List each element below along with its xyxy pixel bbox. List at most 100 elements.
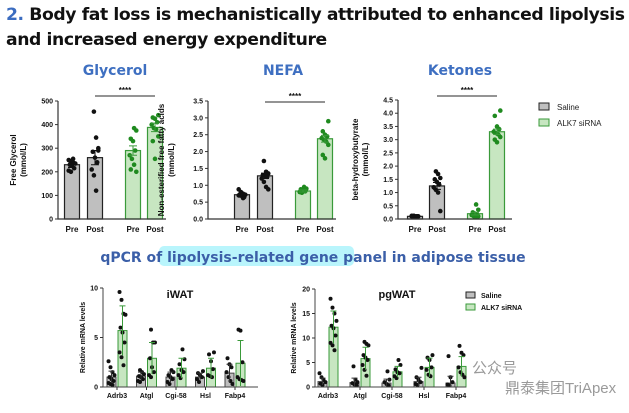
error-bar [119,305,126,356]
y-tick-label: 400 [41,122,53,129]
bar [86,157,104,220]
error-bar [319,377,326,386]
y-axis-unit: (mmol/L) [19,143,28,177]
data-point [430,353,435,358]
y-tick-label: 0 [306,385,310,392]
data-point [119,297,124,302]
data-point [151,370,156,375]
y-axis-label: beta-hydroxybutyrate [351,118,360,200]
data-point [266,187,271,192]
data-point [473,202,479,207]
data-point [91,173,97,178]
x-tick-label: Adrb3 [107,393,127,400]
x-tick-label: Post [488,225,506,234]
data-point [334,318,339,323]
y-tick-label: 10 [90,286,98,293]
data-point [91,109,97,114]
data-point [167,382,172,387]
data-point [492,113,498,119]
data-point [96,145,101,151]
x-tick-label: Cgi-58 [165,393,187,400]
data-point [207,352,212,357]
error-bar [167,371,174,383]
x-tick-label: Pre [469,225,482,234]
y-tick-label: 300 [41,146,53,153]
data-point [150,138,156,144]
legend-swatch [465,291,476,299]
error-bar [433,182,441,190]
data-point [117,289,122,294]
data-point [261,179,267,185]
data-point [330,305,335,310]
data-point [238,190,244,196]
y-tick-label: 0 [94,385,98,392]
data-point [140,377,145,382]
data-point [436,182,442,187]
data-point [264,174,270,180]
data-point [112,373,117,378]
y-tick-label: 4.0 [383,111,393,118]
error-bar [226,363,233,383]
data-point [456,365,461,370]
legend-swatch [465,303,476,311]
data-point [429,365,434,370]
data-point [326,142,331,148]
data-point [181,370,186,375]
x-tick-label: Pre [236,225,249,234]
data-point [261,158,267,164]
error-bar [129,145,137,156]
data-point [149,375,154,380]
error-bar [151,122,159,133]
slide-title: 2. Body fat loss is mechanistically attr… [6,3,626,53]
error-bar [138,371,144,381]
data-point [320,129,326,134]
watermark-prefix: 公众号 [472,360,517,377]
y-tick-label: 3.0 [383,137,393,144]
data-point [89,167,94,172]
data-point [148,356,153,361]
data-point [156,134,161,139]
error-bar [197,372,203,382]
x-tick-label: Atgl [140,393,154,400]
y-tick-label: 100 [41,193,53,200]
error-bar [91,150,99,166]
data-point [462,375,467,380]
data-point [131,162,137,168]
x-tick-label: Pre [297,225,310,234]
data-point [170,377,175,382]
data-point [419,365,424,370]
error-bar [149,341,155,375]
y-tick-label: 0.0 [383,217,393,224]
data-point [224,370,229,375]
y-axis-label: Free Glycerol [9,134,18,185]
error-bar [237,339,244,387]
data-point [93,135,99,140]
y-tick-label: 2.5 [383,150,393,157]
data-point [240,360,245,365]
error-bar [411,215,419,218]
significance-label: **** [289,92,302,101]
data-point [225,356,230,361]
data-point [424,367,429,372]
x-tick-label: Fabp4 [225,393,246,400]
error-bar [321,134,329,143]
data-point [317,371,322,376]
data-point [365,358,370,363]
data-point [71,165,77,171]
x-tick-label: Hsl [200,393,211,400]
x-tick-label: Pre [127,225,140,234]
data-point [149,327,154,332]
legend-label: ALK7 siRNA [557,119,602,128]
bar [294,190,312,220]
y-tick-label: 500 [41,99,53,106]
title-text: Body fat loss is mechanistically attribu… [6,5,625,50]
legend-label: ALK7 siRNA [481,305,522,312]
y-tick-label: 0.0 [193,217,203,224]
error-bar [178,357,185,379]
error-bar [383,378,390,387]
y-tick-label: 0 [49,217,53,224]
data-point [438,208,443,214]
y-tick-label: 5 [306,360,310,367]
y-tick-label: 1.5 [383,177,393,184]
